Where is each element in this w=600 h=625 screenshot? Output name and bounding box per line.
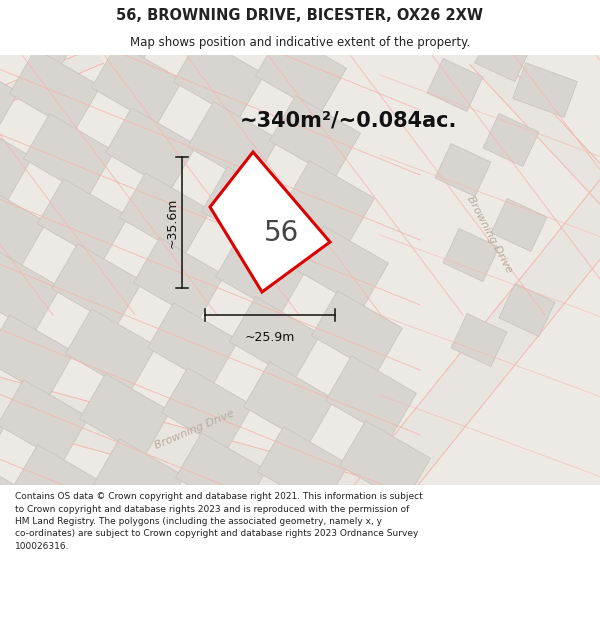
Polygon shape [230,297,320,379]
Polygon shape [269,96,361,178]
Polygon shape [298,226,388,308]
Polygon shape [202,167,292,249]
Polygon shape [188,102,278,184]
Polygon shape [0,386,7,468]
Polygon shape [148,302,238,385]
Polygon shape [0,451,20,533]
Polygon shape [0,380,88,462]
Polygon shape [0,47,103,113]
Polygon shape [0,55,19,138]
Polygon shape [0,0,86,66]
Polygon shape [244,362,334,444]
Polygon shape [451,314,507,366]
Polygon shape [0,0,4,72]
Polygon shape [256,31,346,113]
Text: 56: 56 [264,219,299,248]
Polygon shape [499,284,555,336]
Text: Browning Drive: Browning Drive [154,409,236,451]
Polygon shape [38,179,128,261]
Text: Browning Drive: Browning Drive [466,195,515,275]
Polygon shape [0,250,61,332]
Polygon shape [257,427,349,509]
Polygon shape [475,29,531,81]
Polygon shape [326,356,416,438]
Text: 56, BROWNING DRIVE, BICESTER, OX26 2XW: 56, BROWNING DRIVE, BICESTER, OX26 2XW [116,8,484,23]
Polygon shape [470,46,600,214]
Polygon shape [77,0,169,60]
Polygon shape [0,315,74,398]
Polygon shape [443,229,499,281]
Text: ~25.9m: ~25.9m [245,331,295,344]
Text: ~340m²/~0.084ac.: ~340m²/~0.084ac. [240,110,457,130]
Polygon shape [176,432,266,515]
Polygon shape [350,129,600,521]
Polygon shape [311,291,403,373]
Polygon shape [119,173,211,255]
Text: Map shows position and indicative extent of the property.: Map shows position and indicative extent… [130,36,470,49]
Polygon shape [210,152,330,292]
Polygon shape [173,37,265,119]
Polygon shape [0,373,386,527]
Polygon shape [23,114,115,196]
Polygon shape [0,185,46,268]
Polygon shape [94,439,184,521]
Polygon shape [512,62,577,118]
Polygon shape [284,161,374,243]
Text: Contains OS data © Crown copyright and database right 2021. This information is : Contains OS data © Crown copyright and d… [15,492,423,551]
Polygon shape [215,232,307,314]
Polygon shape [242,0,332,48]
Polygon shape [11,445,103,528]
Text: ~35.6m: ~35.6m [166,198,179,248]
Polygon shape [435,144,491,196]
Polygon shape [0,120,32,202]
Polygon shape [483,114,539,166]
Polygon shape [427,59,483,111]
Polygon shape [134,238,224,320]
Polygon shape [340,421,430,503]
Polygon shape [106,107,196,190]
Polygon shape [52,244,142,326]
Polygon shape [160,0,250,54]
Polygon shape [65,309,157,391]
Polygon shape [161,368,253,450]
Polygon shape [80,374,170,456]
Polygon shape [10,49,100,131]
Polygon shape [92,42,182,125]
Polygon shape [491,199,547,251]
